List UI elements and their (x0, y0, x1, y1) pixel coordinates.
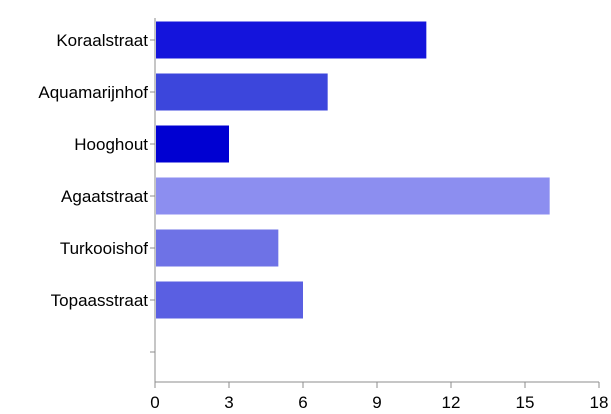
category-label: Agaatstraat (61, 187, 148, 206)
axes-layer (150, 18, 600, 388)
category-label: Aquamarijnhof (38, 83, 148, 102)
category-label: Hooghout (74, 135, 148, 154)
x-tick-label: 9 (372, 393, 381, 412)
bar-agaatstraat (156, 177, 550, 215)
x-tick-label: 18 (590, 393, 609, 412)
x-tick-label: 3 (224, 393, 233, 412)
x-tick-label: 12 (442, 393, 461, 412)
bar-aquamarijnhof (156, 73, 328, 111)
bar-topaasstraat (156, 281, 303, 319)
category-label: Topaasstraat (51, 291, 149, 310)
bar-hooghout (156, 125, 229, 163)
bars-layer (156, 21, 550, 319)
labels-layer: Koraalstraat Aquamarijnhof Hooghout Agaatst… (38, 31, 608, 412)
bar-turkooishof (156, 229, 279, 267)
bar-koraalstraat (156, 21, 427, 59)
category-label: Turkooishof (60, 239, 148, 258)
x-tick-label: 0 (150, 393, 159, 412)
x-tick-label: 15 (516, 393, 535, 412)
category-label: Koraalstraat (56, 31, 148, 50)
x-tick-label: 6 (298, 393, 307, 412)
